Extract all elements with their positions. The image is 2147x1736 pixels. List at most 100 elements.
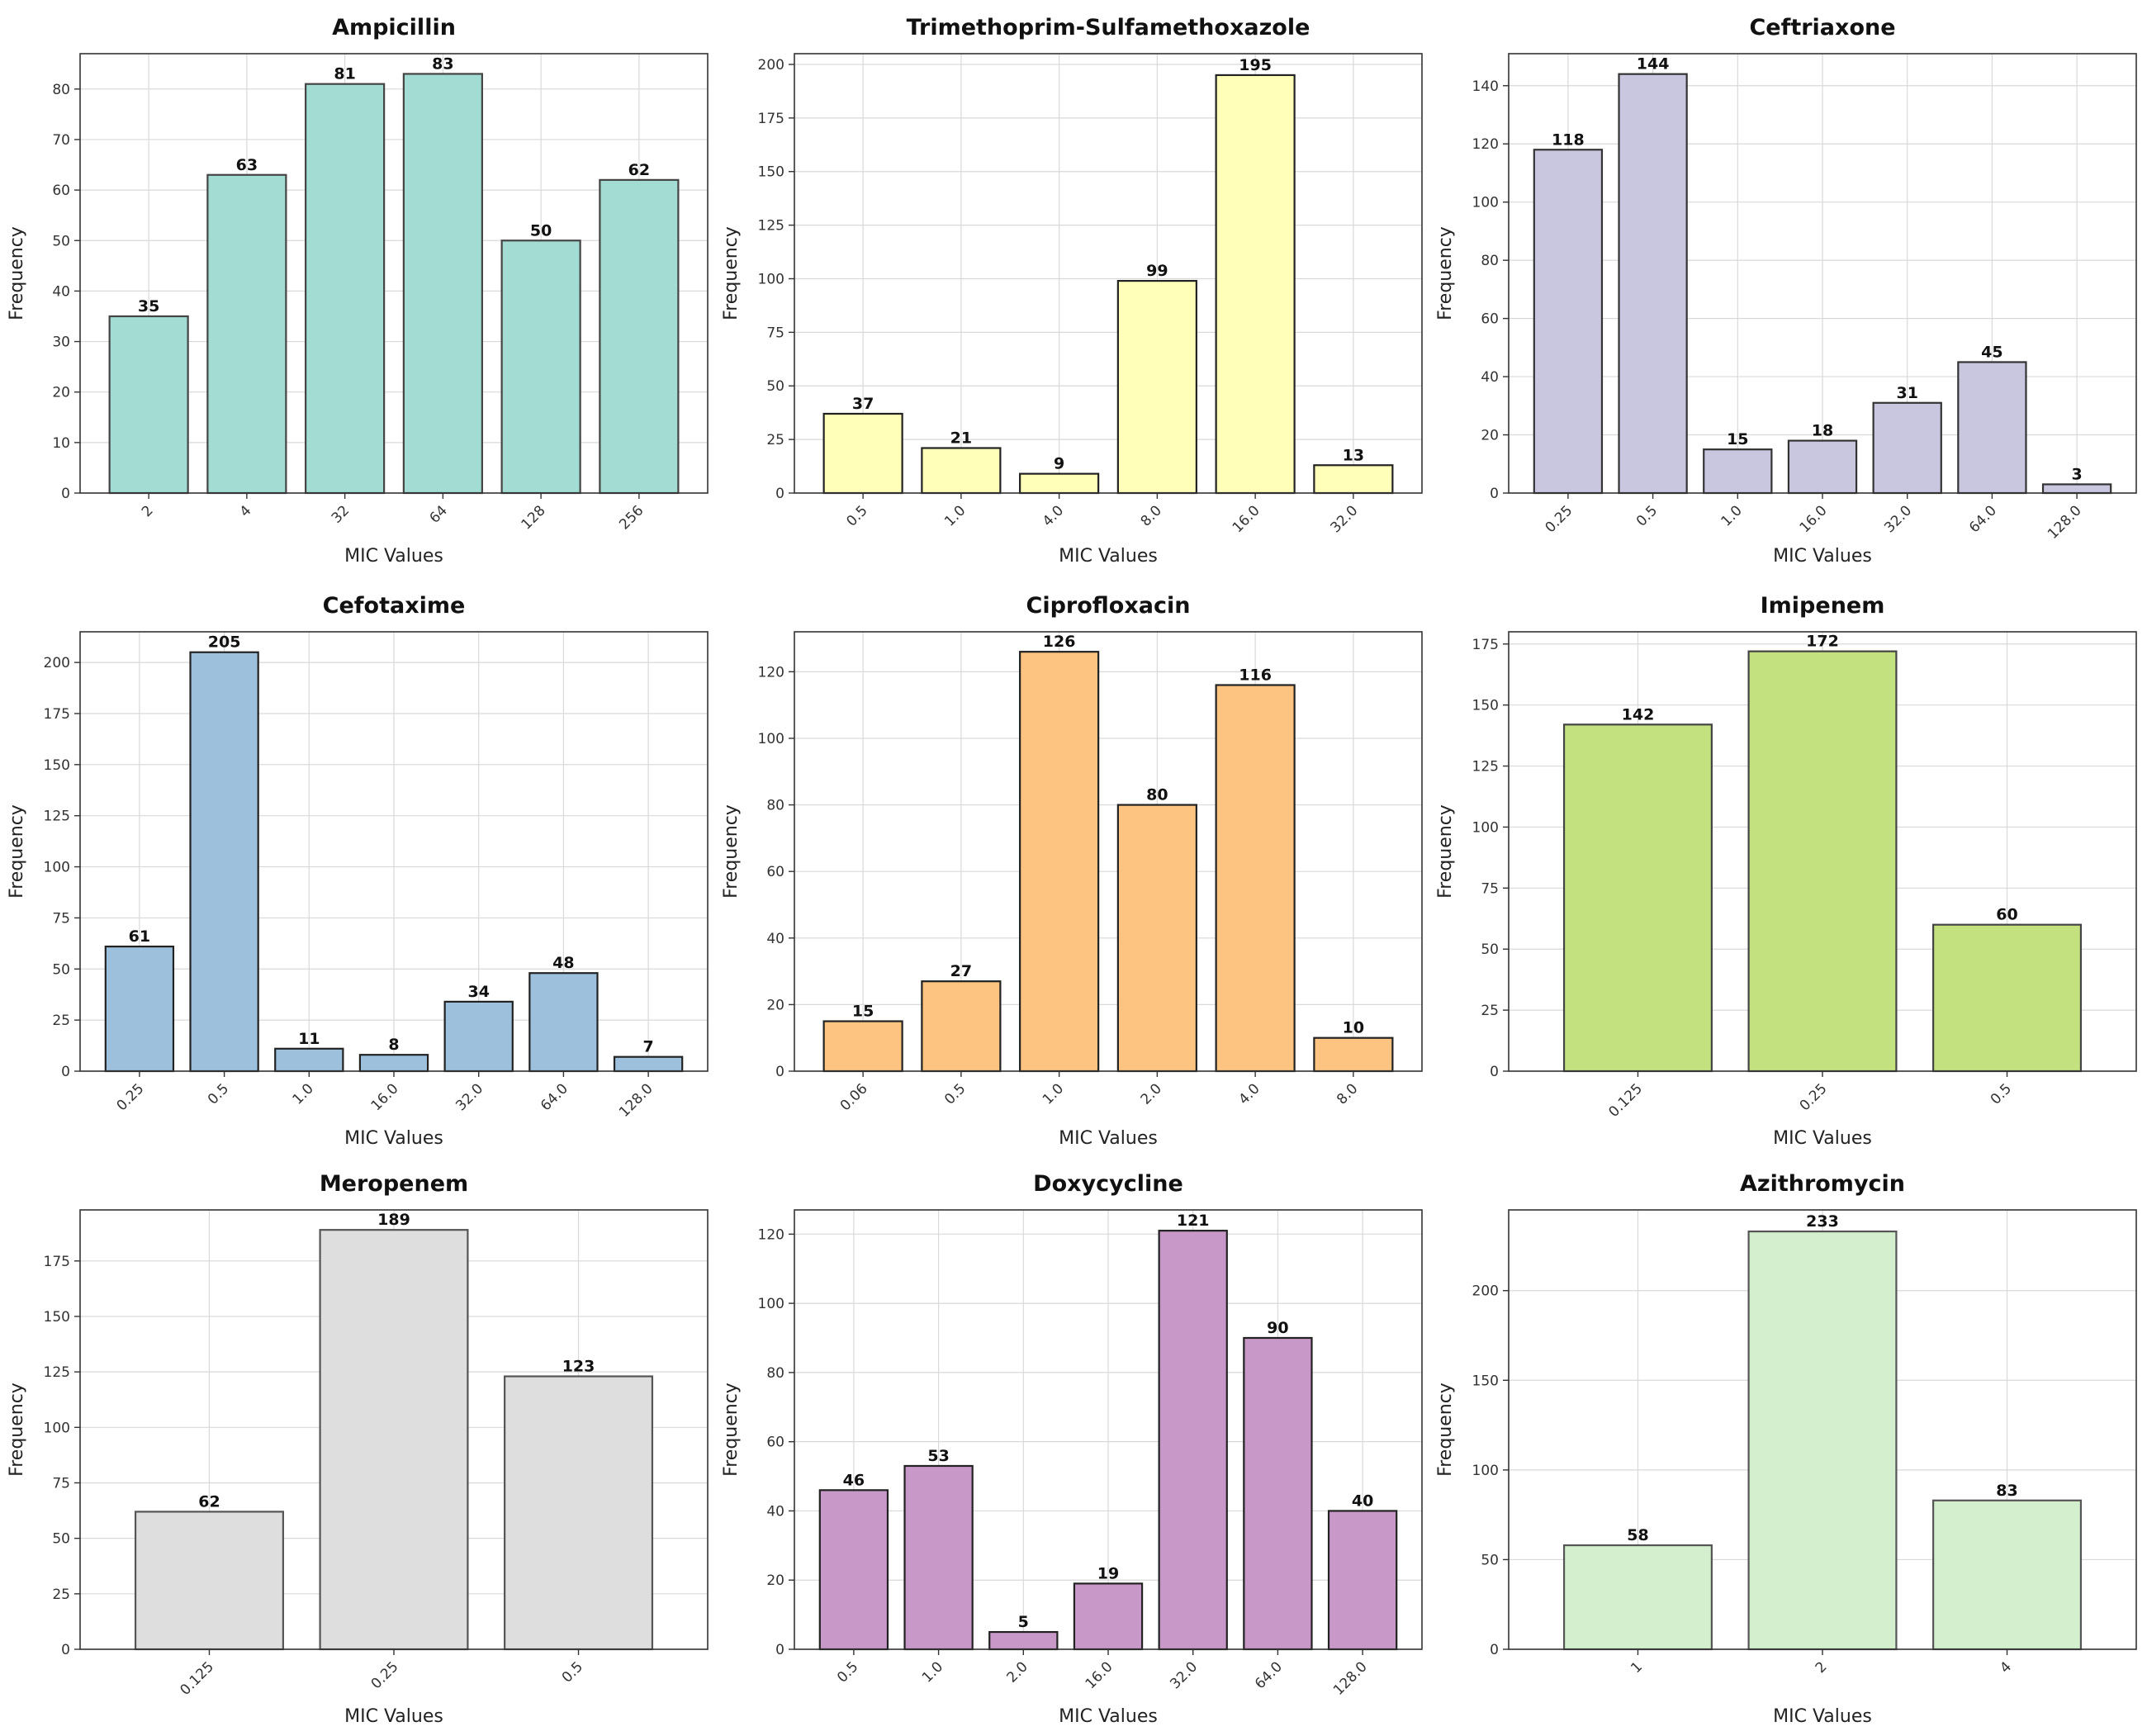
x-tick-label: 1 xyxy=(1628,1658,1646,1677)
bar-value-label: 19 xyxy=(1097,1564,1119,1582)
bar-azithromycin-1 xyxy=(1562,1544,1713,1651)
y-tick-label: 120 xyxy=(758,664,784,681)
y-tick-label: 50 xyxy=(52,1531,70,1548)
bar-ampicillin-2 xyxy=(108,315,189,495)
y-tick-label: 100 xyxy=(1472,195,1499,211)
bar-value-label: 45 xyxy=(1981,343,2002,361)
bar-meropenem-0-5 xyxy=(504,1375,654,1651)
y-tick-label: 50 xyxy=(52,961,70,978)
bar-value-label: 144 xyxy=(1637,55,1670,74)
y-tick-label: 175 xyxy=(44,706,70,723)
bar-cefotaxime-32-0 xyxy=(443,1000,514,1073)
bar-value-label: 205 xyxy=(208,633,241,652)
bar-ciprofloxacin-0-06 xyxy=(822,1020,903,1073)
bar-value-label: 21 xyxy=(950,429,972,448)
x-tick-label: 8.0 xyxy=(1334,1080,1361,1108)
bar-trimethoprim-sulfamethoxazole-32-0 xyxy=(1313,464,1394,495)
bar-value-label: 233 xyxy=(1806,1212,1839,1231)
y-tick-label: 20 xyxy=(52,385,70,401)
y-tick-label: 75 xyxy=(52,910,70,927)
bar-value-label: 53 xyxy=(927,1447,949,1465)
x-tick-label: 0.5 xyxy=(1988,1080,2015,1108)
y-tick-label: 100 xyxy=(758,271,784,287)
y-axis-label: Frequency xyxy=(721,804,742,899)
y-tick-label: 40 xyxy=(52,283,70,300)
bar-value-label: 63 xyxy=(236,156,258,174)
y-tick-label: 60 xyxy=(766,1435,784,1451)
bar-value-label: 83 xyxy=(432,55,453,73)
bar-trimethoprim-sulfamethoxazole-16-0 xyxy=(1215,74,1296,495)
bar-imipenem-0-25 xyxy=(1747,650,1898,1073)
x-tick-label: 0.06 xyxy=(837,1080,871,1114)
y-tick-label: 0 xyxy=(61,486,70,502)
y-tick-label: 125 xyxy=(1472,759,1499,776)
bar-cefotaxime-64-0 xyxy=(528,972,599,1073)
bar-value-label: 62 xyxy=(628,161,650,179)
chart-meropenem: 62 189 123 0 25 50 75 100 125 150 175 0.125 0.25 0.5 M… xyxy=(7,1171,709,1727)
bar-ciprofloxacin-4-0 xyxy=(1215,684,1296,1073)
x-tick-label: 0.25 xyxy=(1797,1080,1831,1114)
x-tick-label: 32 xyxy=(329,502,353,526)
y-tick-label: 40 xyxy=(766,1503,784,1520)
x-tick-label: 32.0 xyxy=(1881,502,1915,536)
bar-value-label: 15 xyxy=(852,1003,874,1021)
plot-frame xyxy=(794,53,1423,494)
x-tick-label: 64.0 xyxy=(538,1080,571,1114)
y-tick-label: 100 xyxy=(44,860,70,876)
y-tick-label: 80 xyxy=(52,82,70,98)
x-tick-label: 2.0 xyxy=(1138,1080,1165,1108)
bar-value-label: 123 xyxy=(562,1358,595,1376)
x-axis-label: MIC Values xyxy=(1059,1706,1158,1727)
x-tick-label: 16.0 xyxy=(1797,502,1831,536)
bar-ceftriaxone-0-5 xyxy=(1618,73,1688,495)
bar-value-label: 31 xyxy=(1896,384,1917,402)
bar-trimethoprim-sulfamethoxazole-0-5 xyxy=(822,412,903,495)
y-tick-label: 80 xyxy=(1481,253,1499,269)
y-tick-label: 50 xyxy=(1481,942,1499,958)
bar-doxycycline-2-0 xyxy=(988,1630,1059,1651)
bar-ceftriaxone-64-0 xyxy=(1957,361,2027,495)
y-tick-label: 0 xyxy=(775,1642,784,1658)
y-tick-label: 75 xyxy=(766,325,784,341)
bar-value-label: 189 xyxy=(377,1211,410,1229)
x-tick-label: 4 xyxy=(1997,1658,2015,1677)
y-tick-label: 0 xyxy=(1490,1642,1499,1658)
x-axis-label: MIC Values xyxy=(1773,1128,1872,1149)
y-tick-label: 200 xyxy=(1472,1283,1499,1300)
y-tick-label: 0 xyxy=(1490,1064,1499,1080)
bar-cefotaxime-0-25 xyxy=(104,945,175,1073)
y-axis-label: Frequency xyxy=(721,1383,742,1477)
bar-value-label: 18 xyxy=(1812,422,1833,440)
y-tick-label: 25 xyxy=(52,1587,70,1603)
chart-imipenem: 142 172 60 0 25 50 75 100 125 150 175 0.125 0.25 0.5 I… xyxy=(1435,593,2137,1149)
x-tick-label: 0.5 xyxy=(1633,502,1661,529)
bar-value-label: 48 xyxy=(552,954,574,972)
bar-ampicillin-4 xyxy=(206,173,287,495)
y-tick-label: 0 xyxy=(775,486,784,502)
bar-value-label: 27 xyxy=(950,962,972,980)
chart-title: Trimethoprim-Sulfamethoxazole xyxy=(907,15,1310,40)
bar-value-label: 61 xyxy=(129,927,150,946)
bar-value-label: 34 xyxy=(467,983,489,1001)
y-tick-label: 125 xyxy=(44,1364,70,1381)
bar-trimethoprim-sulfamethoxazole-8-0 xyxy=(1116,279,1197,495)
y-tick-label: 50 xyxy=(52,233,70,249)
y-tick-label: 120 xyxy=(1472,136,1499,153)
chart-title: Ampicillin xyxy=(332,15,456,40)
y-tick-label: 150 xyxy=(758,164,784,181)
y-tick-label: 200 xyxy=(758,57,784,74)
bar-cefotaxime-16-0 xyxy=(358,1054,429,1073)
bar-ampicillin-32 xyxy=(305,83,386,495)
y-tick-label: 60 xyxy=(52,183,70,199)
chart-title: Cefotaxime xyxy=(323,593,466,619)
bar-value-label: 35 xyxy=(138,297,159,315)
y-tick-label: 75 xyxy=(1481,880,1499,897)
bar-doxycycline-128-0 xyxy=(1327,1510,1398,1651)
x-axis-label: MIC Values xyxy=(344,1128,443,1149)
bar-trimethoprim-sulfamethoxazole-1-0 xyxy=(921,447,1002,495)
x-tick-label: 0.25 xyxy=(368,1658,402,1692)
bar-ciprofloxacin-0-5 xyxy=(921,980,1002,1073)
chart-title: Meropenem xyxy=(320,1171,468,1197)
